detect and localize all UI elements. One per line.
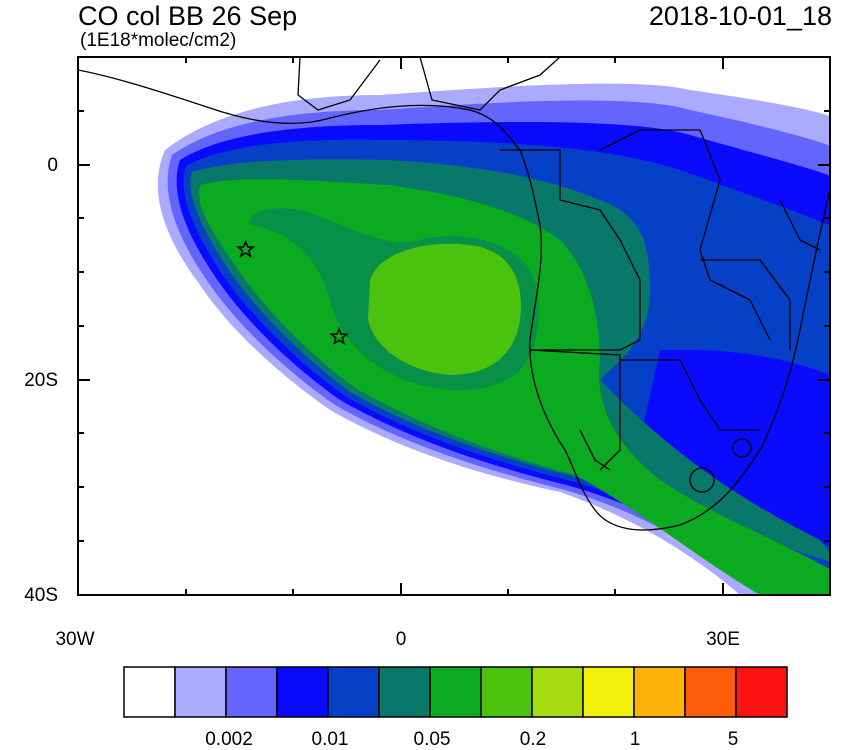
colorbar-swatch xyxy=(378,666,431,718)
colorbar-label-0-2: 0.2 xyxy=(519,729,547,750)
star-marker xyxy=(329,326,349,345)
colorbar-swatch xyxy=(225,666,278,718)
colorbar-swatch xyxy=(633,666,686,718)
colorbar-label-0-01: 0.01 xyxy=(311,729,349,750)
colorbar-swatch xyxy=(276,666,329,718)
map-title: CO col BB 26 Sep xyxy=(78,1,298,31)
colorbar-swatch xyxy=(327,666,380,718)
colorbar-swatch xyxy=(174,666,227,718)
lat-label-20s: 20S xyxy=(24,370,58,391)
star-marker xyxy=(235,239,256,258)
station-markers xyxy=(235,239,349,345)
colorbar-swatch xyxy=(429,666,482,718)
units-label: (1E18*molec/cm2) xyxy=(80,30,237,51)
co-field xyxy=(78,57,830,595)
colorbar-swatch xyxy=(531,666,584,718)
colorbar-label-0-002: 0.002 xyxy=(205,729,253,750)
colorbar xyxy=(123,666,788,718)
lon-label-30e: 30E xyxy=(706,629,740,650)
timestamp: 2018-10-01_18 xyxy=(648,1,832,31)
colorbar-swatch xyxy=(735,666,788,718)
colorbar-label-0-05: 0.05 xyxy=(413,729,451,750)
colorbar-swatch xyxy=(123,666,176,718)
colorbar-label-1: 1 xyxy=(629,729,641,750)
tick-marks xyxy=(78,57,830,595)
colorbar-swatch xyxy=(480,666,533,718)
band-0-2 xyxy=(368,243,521,375)
lon-label-30w: 30W xyxy=(55,629,95,650)
lat-label-40s: 40S xyxy=(24,585,58,606)
colorbar-swatch xyxy=(582,666,635,718)
coastlines xyxy=(78,57,830,531)
lat-label-0: 0 xyxy=(47,155,58,176)
colorbar-label-5: 5 xyxy=(727,729,739,750)
colorbar-swatch xyxy=(684,666,737,718)
lon-label-0: 0 xyxy=(395,629,407,650)
